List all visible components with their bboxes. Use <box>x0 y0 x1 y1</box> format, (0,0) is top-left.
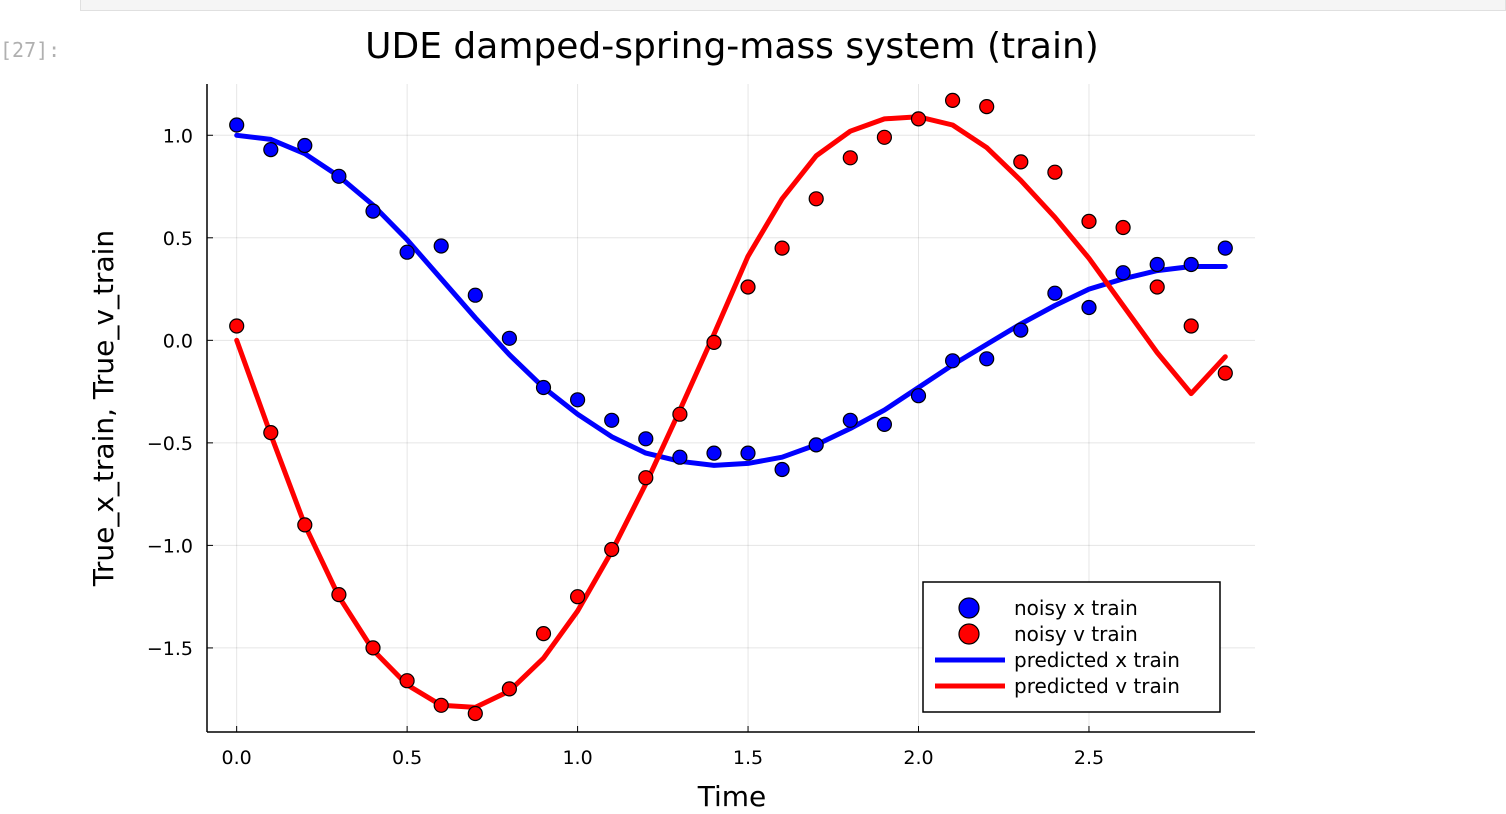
data-point-noisy-v-train <box>331 586 347 603</box>
legend-marker-noisy-v-train <box>958 623 980 645</box>
data-point-noisy-v-train <box>910 111 927 127</box>
data-point-noisy-v-train <box>365 640 381 656</box>
y-axis-label: True_x_train, True_v_train <box>87 230 120 587</box>
data-point-noisy-x-train <box>910 388 927 404</box>
data-point-noisy-x-train <box>1081 299 1097 316</box>
data-point-noisy-v-train <box>706 334 722 350</box>
data-point-noisy-x-train <box>740 445 756 461</box>
data-point-noisy-v-train <box>569 589 586 605</box>
data-point-noisy-x-train <box>1013 322 1029 338</box>
legend-label-predicted-v-train: predicted v train <box>1014 674 1180 698</box>
y-tick-label: 1.0 <box>163 125 193 147</box>
data-point-noisy-v-train <box>535 625 552 642</box>
data-point-noisy-v-train <box>1183 318 1199 334</box>
data-point-noisy-x-train <box>604 412 620 428</box>
data-point-noisy-x-train <box>535 379 552 396</box>
data-point-noisy-x-train <box>433 238 449 254</box>
data-point-noisy-v-train <box>1115 219 1131 236</box>
legend-label-noisy-v-train: noisy v train <box>1014 622 1138 646</box>
data-point-noisy-x-train <box>297 137 313 154</box>
chart-title: UDE damped-spring-mass system (train) <box>365 26 1099 67</box>
data-point-noisy-x-train <box>569 392 586 408</box>
data-point-noisy-x-train <box>399 244 415 260</box>
data-point-noisy-x-train <box>1217 240 1233 256</box>
data-point-noisy-x-train <box>1183 256 1199 273</box>
x-tick-label: 1.5 <box>733 747 763 769</box>
series-points <box>229 92 1233 722</box>
axes: 0.0 0.5 1.0 1.5 2.0 2.5 1.0 0.5 0.0 −0.5 −1.0 −1.5 <box>147 84 1255 769</box>
data-point-noisy-v-train <box>1013 154 1029 170</box>
data-point-noisy-v-train <box>297 517 313 533</box>
series-line-predicted-x-train <box>234 132 1228 468</box>
legend-label-noisy-x-train: noisy x train <box>1014 596 1138 620</box>
data-point-noisy-v-train <box>1217 365 1233 381</box>
y-tick-label: 0.0 <box>163 330 193 352</box>
x-tick-label: 2.0 <box>903 747 933 769</box>
data-point-noisy-v-train <box>229 318 245 334</box>
data-point-noisy-x-train <box>263 142 279 158</box>
x-tick-label: 1.0 <box>562 747 592 769</box>
data-point-noisy-x-train <box>944 353 961 369</box>
y-tick-label: −1.0 <box>147 535 193 557</box>
data-point-noisy-v-train <box>774 240 790 256</box>
data-point-noisy-v-train <box>501 681 517 697</box>
data-point-noisy-v-train <box>399 673 415 689</box>
data-point-noisy-v-train <box>1081 213 1097 229</box>
data-point-noisy-v-train <box>979 98 995 115</box>
data-point-noisy-x-train <box>229 117 245 133</box>
data-point-noisy-x-train <box>706 445 722 461</box>
data-point-noisy-v-train <box>808 191 824 207</box>
data-point-noisy-v-train <box>740 279 756 295</box>
legend-marker-noisy-x-train <box>958 597 980 619</box>
x-tick-label: 2.5 <box>1074 747 1104 769</box>
data-point-noisy-x-train <box>638 431 654 447</box>
x-tick-label: 0.0 <box>222 747 252 769</box>
data-point-noisy-v-train <box>944 92 961 109</box>
data-point-noisy-v-train <box>842 150 858 166</box>
data-point-noisy-v-train <box>1047 164 1063 180</box>
y-tick-label: −0.5 <box>147 433 193 455</box>
data-point-noisy-x-train <box>1115 265 1131 281</box>
legend-label-predicted-x-train: predicted x train <box>1014 648 1180 672</box>
data-point-noisy-v-train <box>1149 279 1165 295</box>
data-point-noisy-x-train <box>1047 285 1063 301</box>
data-point-noisy-x-train <box>842 412 858 428</box>
x-axis-label: Time <box>697 780 767 813</box>
data-point-noisy-x-train <box>876 416 893 432</box>
data-point-noisy-x-train <box>501 330 517 346</box>
data-point-noisy-v-train <box>604 541 620 558</box>
cell-prompt: [27]: <box>0 38 61 62</box>
data-point-noisy-v-train <box>467 705 483 722</box>
data-point-noisy-x-train <box>365 203 381 219</box>
data-point-noisy-x-train <box>672 449 688 465</box>
y-tick-label: −1.5 <box>147 638 193 660</box>
data-point-noisy-x-train <box>979 351 995 367</box>
data-point-noisy-v-train <box>638 470 654 486</box>
data-point-noisy-x-train <box>808 437 824 453</box>
data-point-noisy-v-train <box>263 425 279 441</box>
data-point-noisy-x-train <box>467 287 483 303</box>
data-point-noisy-x-train <box>331 168 347 184</box>
x-tick-label: 0.5 <box>392 747 422 769</box>
data-point-noisy-v-train <box>433 697 449 713</box>
y-tick-label: 0.5 <box>163 228 193 250</box>
data-point-noisy-v-train <box>672 406 688 422</box>
data-point-noisy-x-train <box>1149 256 1165 273</box>
data-point-noisy-x-train <box>774 461 790 478</box>
data-point-noisy-v-train <box>876 129 893 145</box>
